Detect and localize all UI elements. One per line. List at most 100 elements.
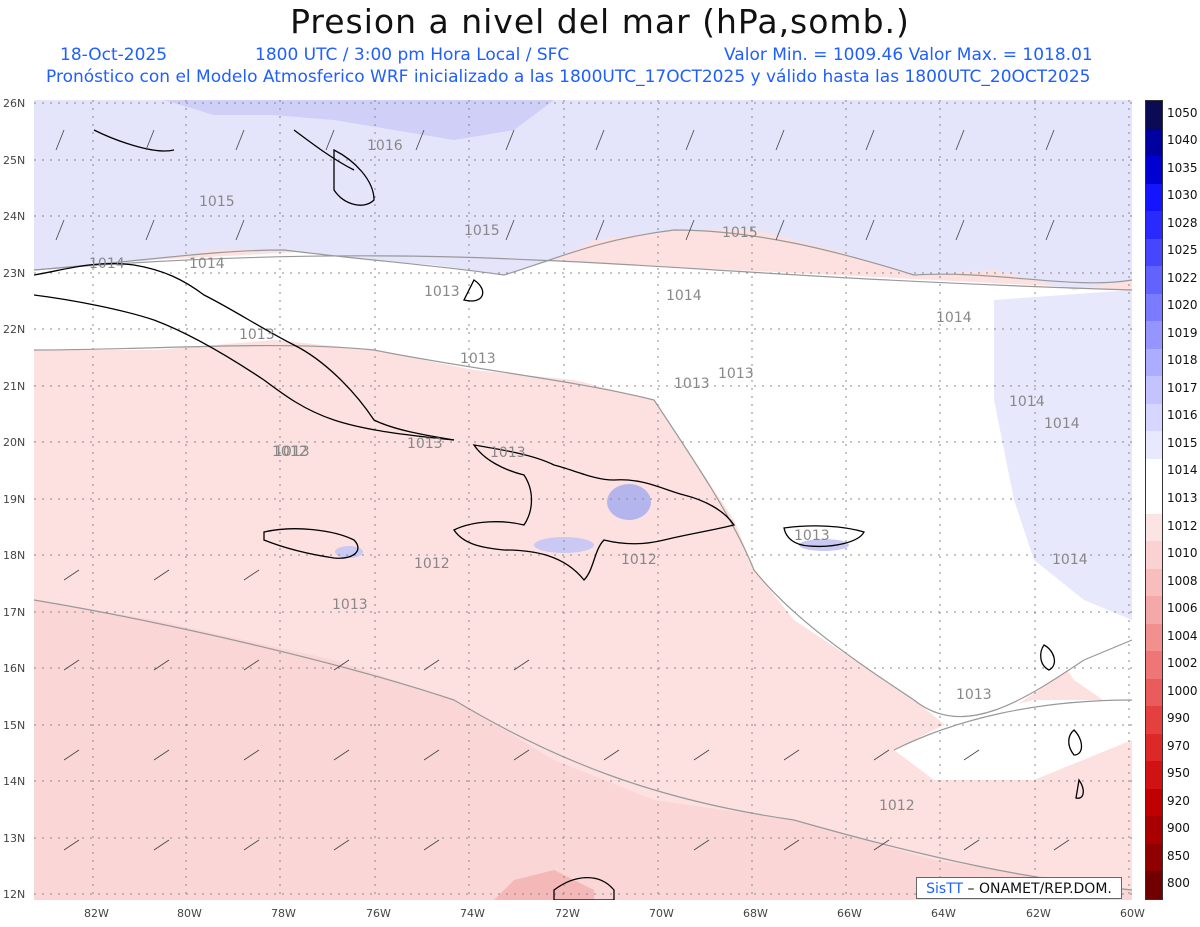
lat-label: 22N [3,323,26,336]
contour-label: 1012 [879,798,915,814]
contour-label: 1012 [621,552,657,568]
colorbar-segment [1146,431,1162,460]
contour-label: 1014 [666,288,702,304]
contour-label: 1013 [490,445,526,461]
lon-label: 80W [177,907,202,920]
colorbar-label: 1018 [1167,353,1198,368]
contour-label: 1013 [956,687,992,703]
colorbar-label: 800 [1167,876,1190,891]
lon-label: 78W [271,907,296,920]
map-title: Presion a nivel del mar (hPa,somb.) [290,2,910,41]
colorbar-label: 1040 [1167,133,1198,148]
hispaniola-coast [453,444,736,581]
credit-text: – ONAMET/REP.DOM. [963,881,1112,897]
lon-label: 74W [460,907,485,920]
contour-label: 1015 [199,194,235,210]
colorbar-label: 1025 [1167,243,1198,258]
contour-label: 1013 [460,351,496,367]
colorbar-label: 1006 [1167,601,1198,616]
colorbar-segment [1146,816,1162,845]
contour-label: 1013 [674,376,710,392]
lat-label: 21N [3,380,26,393]
neutral-pressure-southeast [894,700,1132,780]
colorbar-segment [1146,541,1162,570]
pressure-anomaly [607,484,651,520]
colorbar-label: 1013 [1167,491,1198,505]
colorbar-segment [1146,101,1162,130]
colorbar-segment [1146,513,1162,542]
low-pressure-zone [34,600,1132,900]
pressure-anomaly [335,546,363,558]
high-pressure-band [34,100,1132,290]
colorbar-label: 1010 [1167,546,1198,561]
colorbar-label: 1028 [1167,215,1198,230]
credit-box: SisTT – ONAMET/REP.DOM. [916,877,1122,899]
contour-label: 1013 [407,436,443,452]
colorbar-segment [1146,788,1162,817]
colorbar-label: 1004 [1167,628,1198,643]
lat-label: 18N [3,549,26,562]
lat-label: 25N [3,154,26,167]
contour-label: 1012 [414,556,450,572]
coastlines [34,129,1084,900]
low-pressure-core [494,870,594,900]
lat-label: 17N [3,606,26,619]
colorbar-label: 920 [1167,793,1190,808]
colorbar-label: 950 [1167,766,1190,781]
contour-label: 1014 [936,310,972,326]
colorbar-segment [1146,733,1162,762]
colorbar-label: 1017 [1167,380,1198,395]
high-pressure-core [164,100,554,140]
min-max-values: Valor Min. = 1009.46 Valor Max. = 1018.0… [724,45,1093,65]
pressure-anomaly [534,537,594,553]
cuba-coast [34,262,455,441]
colorbar-label: 1050 [1167,105,1198,120]
jamaica-coast [263,528,359,559]
colorbar-segment [1146,348,1162,377]
colorbar-segment [1146,183,1162,212]
contour-label: 1012 [272,444,308,460]
lat-label: 14N [3,775,26,788]
contour-label: 1014 [1044,416,1080,432]
contour-label: 1015 [464,223,500,239]
colorbar-label: 1008 [1167,573,1198,588]
contour-label: 1014 [1052,552,1088,568]
lon-label: 72W [555,907,580,920]
colorbar-label: 1035 [1167,160,1198,175]
pressure-anomaly [799,539,849,551]
colorbar-segment [1146,678,1162,707]
lon-label: 60W [1120,907,1145,920]
wind-barbs [55,129,1070,851]
bahamas-coast [333,148,375,206]
lon-label: 66W [837,907,862,920]
contour-label: 1013 [274,444,310,460]
lat-label: 15N [3,719,26,732]
pressure-map: 1016 1015 1015 1015 1014 1014 1014 1014 … [34,100,1132,900]
colorbar-segment [1146,211,1162,240]
colorbar-segment [1146,293,1162,322]
colorbar-segment [1146,651,1162,680]
contour-label: 1013 [794,528,830,544]
lon-label: 82W [84,907,109,920]
colorbar-label: 1012 [1167,518,1198,533]
colorbar-label: 1015 [1167,435,1198,450]
puerto-rico-coast [783,525,865,548]
high-pressure-east [994,290,1132,620]
lat-label: 12N [3,888,26,901]
colorbar-label: 990 [1167,711,1190,726]
neutral-pressure-band [34,250,1132,740]
colorbar-segment [1146,376,1162,405]
colorbar-label: 1014 [1167,463,1198,478]
lat-label: 26N [3,97,26,110]
lat-label: 13N [3,832,26,845]
contour-label: 1015 [722,225,758,241]
colorbar-label: 850 [1167,848,1190,863]
lat-label: 19N [3,493,26,506]
colorbar-segment [1146,706,1162,735]
forecast-time: 1800 UTC / 3:00 pm Hora Local / SFC [255,45,570,65]
contour-label: 1013 [424,284,460,300]
model-description: Pronóstico con el Modelo Atmosferico WRF… [46,67,1091,87]
colorbar-segment [1146,156,1162,185]
lat-label: 20N [3,436,26,449]
credit-brand: SisTT [926,881,964,897]
